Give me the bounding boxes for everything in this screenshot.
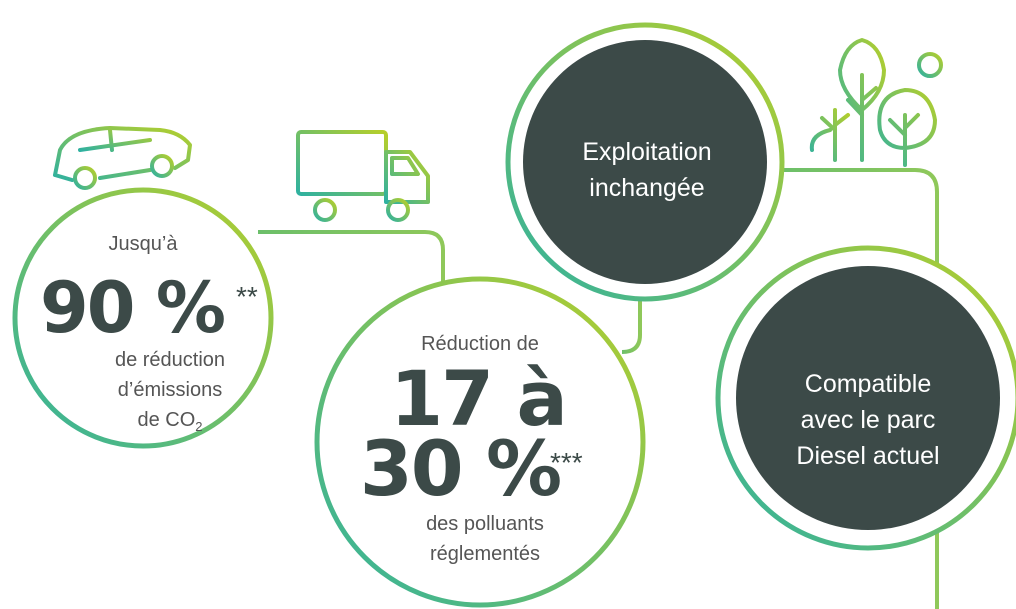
circle-fill	[523, 40, 767, 284]
subscript: 2	[195, 419, 202, 434]
trees-icon	[803, 38, 943, 167]
connector	[258, 230, 445, 283]
text-line: de CO2	[137, 409, 202, 434]
figure: 17 à	[390, 354, 566, 443]
text: de CO	[137, 409, 195, 431]
text-line: Diesel actuel	[796, 442, 939, 470]
text-line: de réduction	[115, 349, 225, 371]
intro: Réduction de	[421, 333, 539, 355]
note: **	[236, 281, 258, 312]
connector	[781, 168, 939, 609]
circle-ring	[12, 187, 274, 449]
text-line: d’émissions	[118, 379, 222, 401]
circle-fill	[736, 266, 1000, 530]
text-line: Compatible	[805, 370, 931, 398]
text-line: des polluants	[426, 513, 544, 535]
figure: 90 %	[40, 267, 224, 349]
text-line: avec le parc	[801, 406, 936, 434]
connector	[621, 299, 642, 354]
intro: Jusqu’à	[109, 233, 179, 255]
note: ***	[550, 447, 583, 478]
circle-ring	[314, 276, 646, 608]
text-line: réglementés	[430, 543, 540, 565]
text-line: Exploitation	[582, 138, 711, 166]
truck-icon	[296, 130, 432, 222]
text-line: inchangée	[589, 174, 704, 202]
car-icon	[53, 126, 192, 190]
figure: 30 %	[360, 424, 560, 513]
